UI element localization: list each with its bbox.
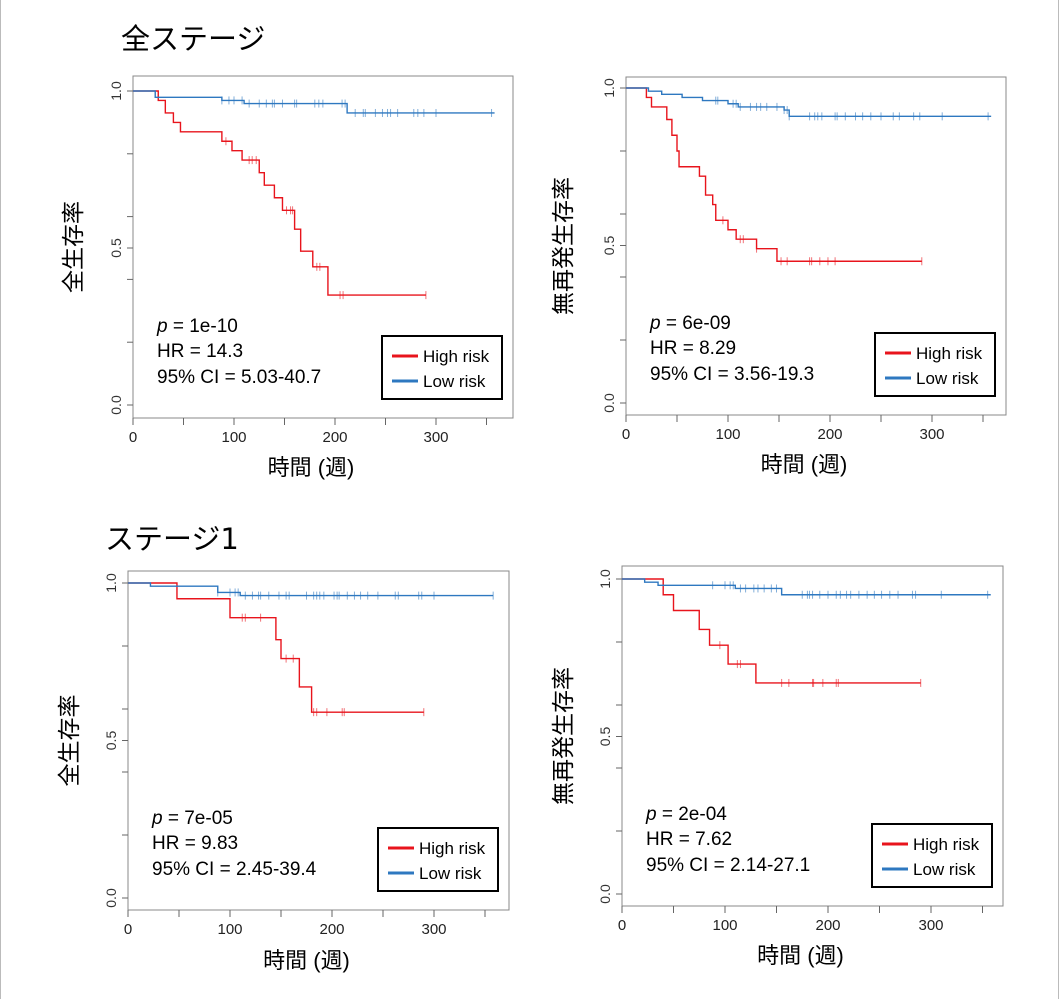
- x-tick-label: 0: [124, 921, 132, 938]
- hazard-ratio: HR = 8.29: [650, 338, 736, 359]
- x-tick-label: 100: [221, 429, 246, 446]
- legend-label: Low risk: [916, 369, 979, 388]
- x-tick-label: 200: [319, 921, 344, 938]
- x-axis-label: 時間 (週): [263, 948, 350, 973]
- legend: High risk Low risk: [381, 335, 503, 400]
- y-tick-label: 0.0: [103, 888, 119, 908]
- x-tick-label: 100: [217, 921, 242, 938]
- km-plot-3: 0.0 0.5 1.0 0 100 200 300 時間 (週) 全生存率 p = 7e-05 HR…: [56, 570, 510, 973]
- y-tick-label: 0.0: [108, 395, 124, 415]
- x-tick-label: 200: [322, 429, 347, 446]
- x-tick-label: 200: [817, 426, 842, 443]
- x-tick-label: 100: [712, 917, 737, 934]
- x-axis-label: 時間 (週): [757, 943, 844, 968]
- p-value: p = 2e-04: [645, 804, 727, 825]
- high-risk-curve: [133, 90, 426, 296]
- hazard-ratio: HR = 7.62: [646, 829, 732, 850]
- p-value-text: = 6e-09: [661, 313, 731, 334]
- y-tick-label: 0.5: [597, 727, 613, 747]
- legend-box: [377, 827, 499, 892]
- y-axis-label: 無再発生存率: [550, 667, 576, 805]
- x-axis-label: 時間 (週): [761, 452, 848, 477]
- high-risk-curve: [622, 578, 921, 684]
- legend-label: Low risk: [913, 860, 976, 879]
- legend-box: [381, 335, 503, 400]
- legend-label: Low risk: [419, 864, 482, 883]
- x-tick-label: 100: [715, 426, 740, 443]
- high-risk-curve: [128, 582, 424, 713]
- p-value: p = 6e-09: [649, 313, 731, 334]
- high-risk-curve: [626, 87, 922, 262]
- p-symbol: p: [649, 313, 661, 334]
- p-symbol: p: [151, 808, 163, 829]
- y-tick-label: 1.0: [597, 569, 613, 589]
- p-value-text: = 7e-05: [163, 808, 233, 829]
- hazard-ratio: HR = 9.83: [152, 833, 238, 854]
- y-axis-label: 無再発生存率: [550, 177, 576, 315]
- y-axis-label: 全生存率: [60, 201, 86, 293]
- y-tick-label: 0.5: [103, 731, 119, 751]
- section-title-all-stages: 全ステージ: [121, 22, 266, 56]
- legend-label: High risk: [423, 347, 490, 366]
- legend-label: Low risk: [423, 372, 486, 391]
- p-value-text: = 2e-04: [657, 804, 728, 825]
- y-tick-label: 1.0: [108, 81, 124, 101]
- x-tick-label: 0: [129, 429, 137, 446]
- x-tick-label: 0: [618, 917, 626, 934]
- p-symbol: p: [645, 804, 657, 825]
- confidence-interval: 95% CI = 2.45-39.4: [152, 859, 317, 880]
- y-tick-label: 1.0: [103, 573, 119, 593]
- low-risk-curve: [622, 578, 991, 596]
- km-plot-2: 0.0 0.5 1.0 0 100 200 300 時間 (週) 無再発生存率 p = 6e-09…: [550, 76, 1007, 477]
- legend-box: [874, 332, 996, 397]
- y-axis-label: 全生存率: [56, 695, 82, 787]
- legend: High risk Low risk: [871, 823, 993, 888]
- plot-frame: [132, 75, 514, 419]
- hazard-ratio: HR = 14.3: [157, 341, 243, 362]
- x-axis-label: 時間 (週): [268, 455, 355, 480]
- legend-label: High risk: [913, 835, 980, 854]
- p-symbol: p: [156, 316, 168, 337]
- y-tick-label: 0.0: [597, 884, 613, 904]
- y-tick-label: 1.0: [601, 78, 617, 98]
- legend-box: [871, 823, 993, 888]
- x-tick-label: 300: [421, 921, 446, 938]
- x-tick-label: 300: [918, 917, 943, 934]
- x-tick-label: 200: [815, 917, 840, 934]
- y-tick-label: 0.5: [108, 238, 124, 258]
- low-risk-curve: [133, 90, 495, 114]
- p-value-text: = 1e-10: [168, 316, 238, 337]
- confidence-interval: 95% CI = 5.03-40.7: [157, 367, 321, 388]
- p-value: p = 1e-10: [156, 316, 238, 337]
- confidence-interval: 95% CI = 2.14-27.1: [646, 855, 810, 876]
- y-tick-label: 0.5: [601, 236, 617, 256]
- legend: High risk Low risk: [377, 827, 499, 892]
- legend: High risk Low risk: [874, 332, 996, 397]
- x-tick-label: 300: [919, 426, 944, 443]
- confidence-interval: 95% CI = 3.56-19.3: [650, 364, 814, 385]
- legend-label: High risk: [916, 344, 983, 363]
- legend-label: High risk: [419, 839, 486, 858]
- low-risk-curve: [128, 582, 494, 597]
- section-title-stage1: ステージ1: [105, 522, 239, 556]
- km-plot-1: 0.0 0.5 1.0 0 100 200 300 時間 (週) 全生存率 p = 1e-10 HR…: [60, 75, 514, 480]
- low-risk-curve: [626, 87, 992, 118]
- km-plot-4: 0.0 0.5 1.0 0 100 200 300 時間 (週) 無再発生存率 p = 2e-04…: [550, 565, 1004, 968]
- y-tick-label: 0.0: [601, 393, 617, 413]
- x-tick-label: 300: [423, 429, 448, 446]
- x-tick-label: 0: [622, 426, 630, 443]
- p-value: p = 7e-05: [151, 808, 233, 829]
